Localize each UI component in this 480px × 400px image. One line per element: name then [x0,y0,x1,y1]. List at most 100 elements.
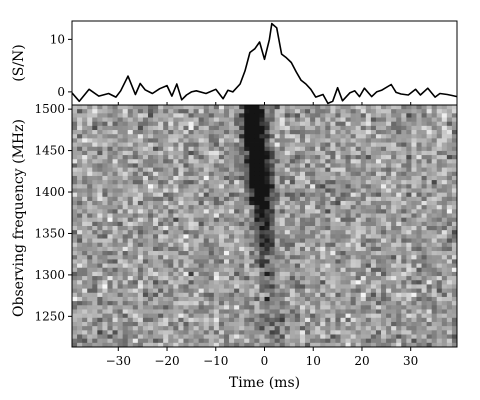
heatmap-cell [158,155,164,160]
heatmap-cell [72,271,78,277]
heatmap-cell [269,209,276,214]
heatmap-cell [183,342,189,348]
heatmap-cell [391,105,397,110]
heatmap-cell [92,138,98,143]
heatmap-cell [92,159,98,164]
heatmap-cell [107,309,113,315]
heatmap-cell [396,338,402,344]
heatmap-cell [137,192,144,198]
heatmap-cell [102,284,108,289]
heatmap-cell [355,313,362,319]
heatmap-cell [203,321,210,327]
heatmap-cell [92,305,98,310]
heatmap-cell [117,150,124,156]
heatmap-cell [431,263,438,269]
heatmap-cell [77,305,83,310]
heatmap-cell [259,330,265,335]
heatmap-cell [305,271,311,277]
heatmap-cell [315,313,321,319]
heatmap-cell [142,255,149,260]
heatmap-cell [299,167,306,173]
heatmap-cell [370,209,377,214]
heatmap-cell [411,271,417,277]
heatmap-cell [208,255,215,260]
heatmap-cell [259,234,265,239]
heatmap-cell [451,288,458,294]
heatmap-cell [330,188,336,194]
heatmap-cell [229,188,235,194]
heatmap-cell [269,251,276,256]
heatmap-cell [259,200,265,206]
heatmap-cell [350,230,357,235]
heatmap-cell [117,117,124,123]
heatmap-cell [218,242,225,248]
heatmap-cell [249,171,255,177]
heatmap-cell [77,180,83,185]
heatmap-cell [87,288,93,294]
heatmap-cell [244,159,250,164]
heatmap-cell [122,263,129,269]
heatmap-cell [183,192,189,198]
heatmap-cell [305,192,311,198]
heatmap-cell [193,338,200,344]
heatmap-cell [208,251,215,256]
heatmap-cell [183,200,189,206]
heatmap-cell [264,230,270,235]
heatmap-cell [401,205,407,210]
heatmap-cell [386,142,392,148]
heatmap-cell [163,125,169,131]
heatmap-cell [401,213,407,219]
heatmap-cell [360,234,367,239]
heatmap-cell [340,221,346,227]
heatmap-cell [163,167,169,173]
heatmap-cell [229,192,235,198]
heatmap-cell [87,271,93,277]
heatmap-cell [244,230,250,235]
heatmap-cell [122,213,129,219]
heatmap-cell [451,113,458,118]
heatmap-cell [401,217,407,223]
heatmap-cell [97,125,103,131]
heatmap-cell [142,188,149,194]
heatmap-cell [178,188,184,194]
heatmap-cell [244,138,250,143]
heatmap-cell [370,288,377,294]
heatmap-cell [406,130,412,135]
heatmap-cell [355,259,362,264]
heatmap-cell [401,251,407,256]
heatmap-cell [127,330,134,335]
heatmap-cell [305,309,311,315]
heatmap-cell [188,184,194,189]
heatmap-cell [259,288,265,294]
heatmap-cell [386,271,392,277]
heatmap-cell [234,313,240,319]
heatmap-cell [386,251,392,256]
heatmap-cell [269,330,276,335]
heatmap-cell [208,159,215,164]
heatmap-cell [173,246,179,252]
heatmap-cell [122,134,129,139]
heatmap-cell [77,146,83,152]
heatmap-cell [315,167,321,173]
heatmap-cell [153,338,159,344]
heatmap-cell [127,271,134,277]
heatmap-cell [183,280,189,285]
heatmap-cell [77,255,83,260]
heatmap-cell [391,213,397,219]
heatmap-cell [320,313,326,319]
heatmap-cell [441,321,448,327]
heatmap-cell [249,292,255,298]
heatmap-cell [299,292,306,298]
heatmap-cell [223,142,230,148]
heatmap-cell [203,105,210,110]
heatmap-cell [355,296,362,302]
heatmap-cell [173,180,179,185]
heatmap-cell [137,230,144,235]
heatmap-cell [82,292,88,298]
heatmap-cell [112,251,118,256]
heatmap-cell [107,338,113,344]
heatmap-cell [370,267,377,273]
heatmap-cell [173,113,179,118]
y-tick-label: 1250 [34,309,65,323]
heatmap-cell [294,276,301,281]
